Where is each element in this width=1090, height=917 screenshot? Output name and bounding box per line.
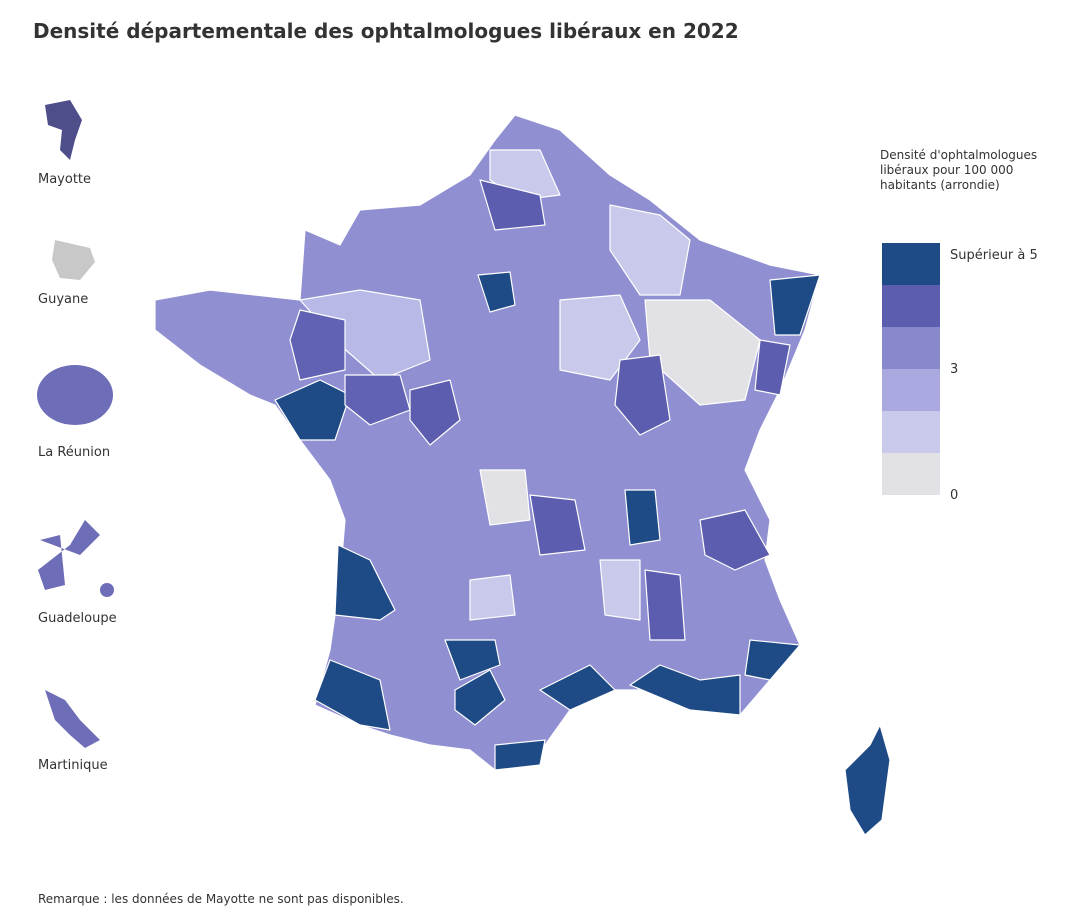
region — [409, 379, 461, 446]
legend-swatch — [882, 369, 940, 411]
region — [479, 469, 531, 526]
region — [454, 669, 506, 726]
corsica — [844, 724, 891, 836]
legend: Densité d'ophtalmologues libéraux pour 1… — [880, 148, 1038, 503]
guyane-shape — [52, 240, 95, 280]
region — [744, 639, 801, 681]
legend-swatch — [882, 411, 940, 453]
overseas-label: Guyane — [38, 292, 88, 307]
legend-swatch — [882, 327, 940, 369]
region — [314, 659, 391, 731]
region — [477, 271, 516, 313]
legend-title-box: Densité d'ophtalmologues libéraux pour 1… — [880, 148, 1038, 192]
region — [289, 309, 346, 381]
overseas-label: La Réunion — [38, 445, 110, 460]
legend-swatch — [882, 243, 940, 285]
region — [539, 664, 616, 711]
region — [769, 274, 821, 336]
region — [609, 204, 691, 296]
region — [629, 664, 741, 716]
martinique-shape — [45, 690, 100, 748]
region — [444, 639, 501, 681]
mayotte-shape — [45, 100, 82, 160]
region — [599, 559, 641, 621]
mainland — [154, 114, 821, 771]
region — [614, 354, 671, 436]
guadeloupe-shape — [100, 583, 114, 597]
region — [699, 509, 771, 571]
overseas-label: Martinique — [38, 758, 108, 773]
legend-tick-label: 3 — [950, 362, 958, 377]
guadeloupe-shape — [38, 520, 100, 590]
region — [334, 544, 396, 621]
title: Densité départementale des ophtalmologue… — [33, 19, 739, 43]
legend-top-label: Supérieur à 5 — [950, 248, 1038, 263]
region — [494, 739, 546, 771]
region — [754, 339, 791, 396]
region — [624, 489, 661, 546]
region — [469, 574, 516, 621]
legend-tick-label: 0 — [950, 488, 958, 503]
legend-swatch — [882, 285, 940, 327]
overseas: Mayotte Guyane La Réunion Guadeloupe Mar… — [37, 100, 117, 773]
region — [644, 569, 686, 641]
note: Remarque : les données de Mayotte ne son… — [38, 892, 404, 906]
legend-swatch — [882, 453, 940, 495]
region — [479, 179, 546, 231]
legend-title: Densité d'ophtalmologues libéraux pour 1… — [880, 148, 1038, 192]
region — [529, 494, 586, 556]
overseas-label: Mayotte — [38, 172, 91, 187]
region — [344, 374, 411, 426]
overseas-label: Guadeloupe — [38, 611, 117, 626]
region — [274, 379, 351, 441]
reunion-shape — [37, 365, 113, 425]
